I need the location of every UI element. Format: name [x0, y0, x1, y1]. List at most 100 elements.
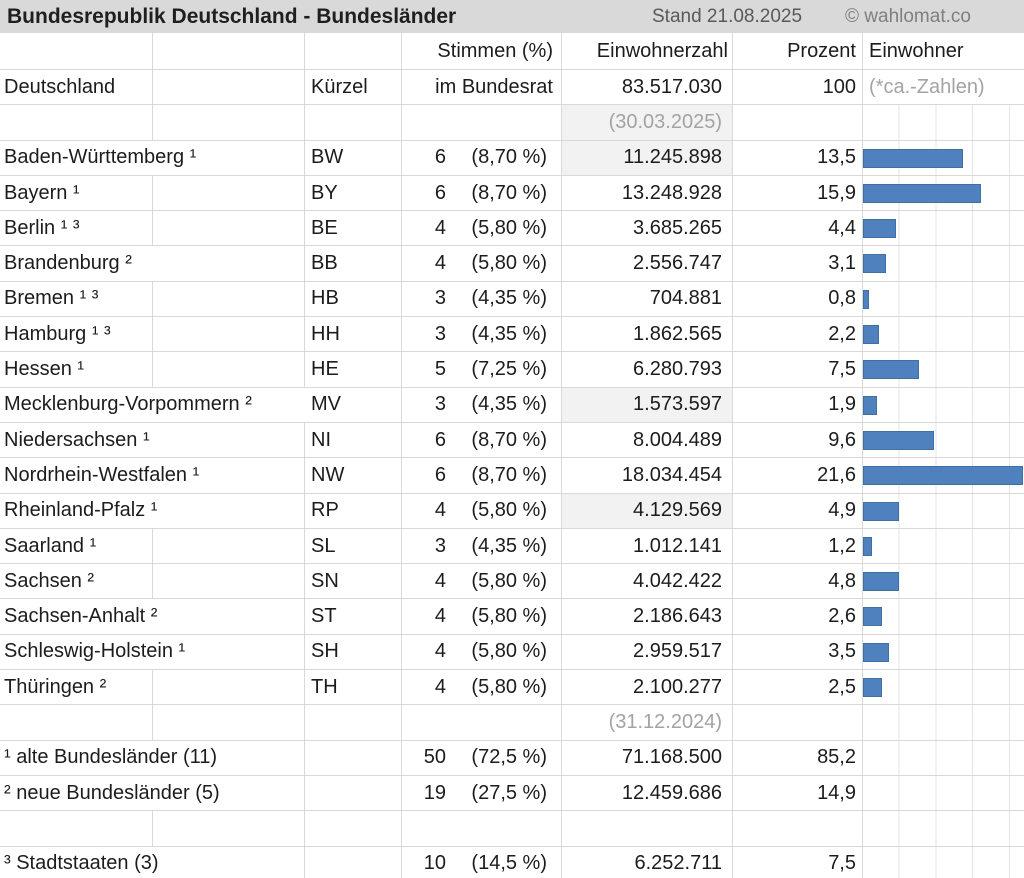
bar-cell: [863, 140, 1024, 175]
group-row: ¹ alte Bundesländer (11) 50 (72,5 %) 71.…: [0, 740, 1024, 776]
stimmen-cell: 4 (5,80 %): [402, 670, 562, 705]
empty-row: [0, 811, 1024, 847]
column-header-row: Stimmen (%) Einwohnerzahl Prozent Einwoh…: [0, 33, 1024, 70]
state-row: Berlin ¹ ³ BE 4 (5,80 %) 3.685.265 4,4: [0, 211, 1024, 247]
kuerzel-cell: BB: [305, 246, 402, 281]
stimmen-cell: 3 (4,35 %): [402, 281, 562, 317]
votes-value: 4: [434, 499, 446, 522]
state-row: Baden-Württemberg ¹ BW 6 (8,70 %) 11.245…: [0, 140, 1024, 176]
state-row: Mecklenburg-Vorpommern ² MV 3 (4,35 %) 1…: [0, 387, 1024, 423]
population-cell: 6.280.793: [562, 352, 733, 387]
votes-value: 4: [434, 675, 446, 698]
state-row: Bayern ¹ BY 6 (8,70 %) 13.248.928 15,9: [0, 175, 1024, 212]
kuerzel-cell: [305, 846, 402, 878]
bar-cell: [863, 281, 1024, 317]
name-cell: Berlin ¹ ³: [0, 211, 305, 246]
percent-cell: 14,9: [733, 775, 863, 811]
name-cell: Schleswig-Holstein ¹: [0, 634, 305, 670]
name-cell: [0, 811, 305, 846]
state-row: Niedersachsen ¹ NI 6 (8,70 %) 8.004.489 …: [0, 422, 1024, 459]
table-body: (30.03.2025) Baden-Württemberg ¹ BW 6 (8…: [0, 105, 1024, 878]
stimmen-cell: 4 (5,80 %): [402, 634, 562, 670]
population-cell: (31.12.2024): [562, 705, 733, 740]
bar-cell: [863, 387, 1024, 422]
stimmen-cell: 6 (8,70 %): [402, 175, 562, 211]
percent-cell: 3,5: [733, 634, 863, 670]
stimmen-cell: 5 (7,25 %): [402, 352, 562, 387]
population-bar: [863, 219, 896, 239]
bar-cell: [863, 846, 1024, 878]
date-row: (31.12.2024): [0, 705, 1024, 741]
stimmen-percent: (8,70 %): [471, 428, 547, 451]
name-cell: [0, 705, 305, 740]
kuerzel-cell: [305, 105, 402, 140]
population-cell: 1.862.565: [562, 317, 733, 352]
kuerzel-cell: SN: [305, 564, 402, 599]
header-einwohnerzahl-cell: Einwohnerzahl: [562, 33, 733, 69]
state-row: Hessen ¹ HE 5 (7,25 %) 6.280.793 7,5: [0, 352, 1024, 388]
name-cell: Mecklenburg-Vorpommern ²: [4, 393, 252, 416]
population-cell: 1.012.141: [562, 528, 733, 564]
percent-cell: 2,2: [733, 317, 863, 352]
state-row: Brandenburg ² BB 4 (5,80 %) 2.556.747 3,…: [0, 246, 1024, 282]
stimmen-percent: (7,25 %): [471, 358, 547, 381]
page-title: Bundesrepublik Deutschland - Bundeslände…: [7, 4, 457, 28]
votes-value: 6: [434, 181, 446, 204]
state-row: Rheinland-Pfalz ¹ RP 4 (5,80 %) 4.129.56…: [0, 493, 1024, 529]
stimmen-percent: (8,70 %): [471, 181, 547, 204]
state-row: Thüringen ² TH 4 (5,80 %) 2.100.277 2,5: [0, 670, 1024, 706]
percent-cell: 4,4: [733, 211, 863, 246]
population-bar: [863, 148, 963, 168]
population-cell: 11.245.898: [562, 140, 733, 175]
percent-cell: 4,8: [733, 564, 863, 599]
kuerzel-cell: BW: [305, 140, 402, 175]
percent-cell: 15,9: [733, 175, 863, 211]
bar-cell: [863, 775, 1024, 811]
name-cell: Bremen ¹ ³: [0, 281, 305, 317]
population-cell: [562, 811, 733, 846]
kuerzel-cell: [305, 705, 402, 740]
votes-value: 3: [434, 534, 446, 557]
percent-cell: [733, 705, 863, 740]
votes-value: 10: [423, 852, 446, 875]
votes-value: 4: [434, 569, 446, 592]
stimmen-percent: (5,80 %): [471, 605, 547, 628]
bar-cell: [863, 317, 1024, 352]
country-row: Deutschland Kürzel im Bundesrat 83.517.0…: [0, 70, 1024, 106]
stimmen-percent: (5,80 %): [471, 252, 547, 275]
stimmen-percent: (8,70 %): [471, 463, 547, 486]
votes-value: 4: [434, 216, 446, 239]
stimmen-cell: 4 (5,80 %): [402, 599, 562, 634]
kuerzel-cell: SL: [305, 528, 402, 564]
name-cell: Sachsen ²: [0, 564, 305, 599]
name-cell: Brandenburg ²: [0, 246, 305, 281]
stimmen-percent: (5,80 %): [471, 216, 547, 239]
state-row: Bremen ¹ ³ HB 3 (4,35 %) 704.881 0,8: [0, 281, 1024, 318]
bar-cell: [863, 528, 1024, 564]
stimmen-cell: 4 (5,80 %): [402, 211, 562, 246]
population-cell: 2.556.747: [562, 246, 733, 281]
kuerzel-cell: NW: [305, 458, 402, 493]
percent-cell: [733, 811, 863, 846]
population-bar: [863, 642, 889, 662]
kuerzel-cell: TH: [305, 670, 402, 705]
stimmen-percent: (8,70 %): [471, 146, 547, 169]
date-row: (30.03.2025): [0, 105, 1024, 141]
votes-value: 4: [434, 252, 446, 275]
stimmen-cell: [402, 705, 562, 740]
percent-cell: 9,6: [733, 422, 863, 458]
stimmen-percent: (4,35 %): [471, 393, 547, 416]
bar-cell: [863, 493, 1024, 528]
kuerzel-cell: HH: [305, 317, 402, 352]
population-bar: [863, 325, 879, 345]
stimmen-cell: 6 (8,70 %): [402, 140, 562, 175]
stimmen-percent: (4,35 %): [471, 534, 547, 557]
population-cell: 6.252.711: [562, 846, 733, 878]
name-cell: Bayern ¹: [0, 175, 305, 211]
name-cell: Hessen ¹: [0, 352, 305, 387]
bar-cell: [863, 211, 1024, 246]
population-cell: 1.573.597: [562, 387, 733, 422]
stimmen-cell: 50 (72,5 %): [402, 740, 562, 775]
state-row: Sachsen-Anhalt ² ST 4 (5,80 %) 2.186.643…: [0, 599, 1024, 635]
bundesrat-label-cell: im Bundesrat: [402, 70, 562, 105]
